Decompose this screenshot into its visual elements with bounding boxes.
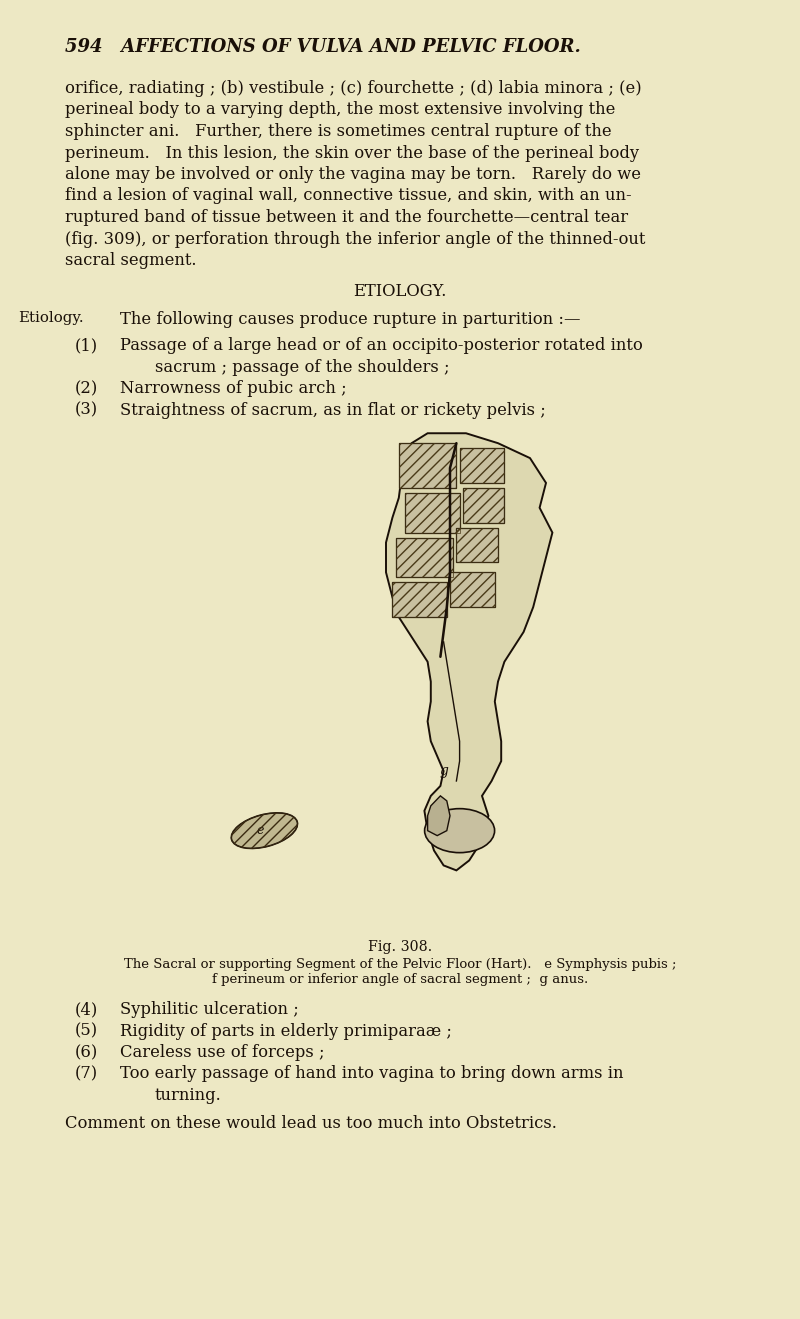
Text: (1): (1) xyxy=(75,338,98,355)
Text: f perineum or inferior angle of sacral segment ;  g anus.: f perineum or inferior angle of sacral s… xyxy=(212,973,588,987)
Text: ETIOLOGY.: ETIOLOGY. xyxy=(354,284,446,301)
Polygon shape xyxy=(462,488,504,522)
Polygon shape xyxy=(459,448,504,483)
Text: Syphilitic ulceration ;: Syphilitic ulceration ; xyxy=(120,1001,298,1018)
Text: find a lesion of vaginal wall, connective tissue, and skin, with an un-: find a lesion of vaginal wall, connectiv… xyxy=(65,187,632,204)
Text: Straightness of sacrum, as in flat or rickety pelvis ;: Straightness of sacrum, as in flat or ri… xyxy=(120,402,546,418)
Text: Comment on these would lead us too much into Obstetrics.: Comment on these would lead us too much … xyxy=(65,1115,557,1132)
Text: (5): (5) xyxy=(75,1022,98,1039)
Text: sacrum ; passage of the shoulders ;: sacrum ; passage of the shoulders ; xyxy=(155,359,450,376)
Text: f: f xyxy=(435,814,439,827)
Ellipse shape xyxy=(231,813,298,848)
Text: (fig. 309), or perforation through the inferior angle of the thinned-out: (fig. 309), or perforation through the i… xyxy=(65,231,646,248)
Text: Passage of a large head or of an occipito-posterior rotated into: Passage of a large head or of an occipit… xyxy=(120,338,642,355)
Text: perineal body to a varying depth, the most extensive involving the: perineal body to a varying depth, the mo… xyxy=(65,102,615,119)
Polygon shape xyxy=(396,538,453,578)
Text: (6): (6) xyxy=(75,1045,98,1060)
Polygon shape xyxy=(392,582,446,617)
Text: alone may be involved or only the vagina may be torn.   Rarely do we: alone may be involved or only the vagina… xyxy=(65,166,641,183)
Text: g: g xyxy=(439,764,448,778)
Polygon shape xyxy=(405,493,459,533)
Text: (3): (3) xyxy=(75,402,98,418)
Polygon shape xyxy=(428,795,450,836)
Text: Too early passage of hand into vagina to bring down arms in: Too early passage of hand into vagina to… xyxy=(120,1066,623,1083)
Text: e: e xyxy=(257,824,264,838)
Polygon shape xyxy=(398,443,456,488)
Text: (7): (7) xyxy=(75,1066,98,1083)
Polygon shape xyxy=(386,433,552,871)
Text: Rigidity of parts in elderly primiparaæ ;: Rigidity of parts in elderly primiparaæ … xyxy=(120,1022,452,1039)
Text: turning.: turning. xyxy=(155,1087,222,1104)
Text: sphincter ani.   Further, there is sometimes central rupture of the: sphincter ani. Further, there is sometim… xyxy=(65,123,612,140)
Text: Etiology.: Etiology. xyxy=(18,311,84,326)
Text: The Sacral or supporting Segment of the Pelvic Floor (Hart).   e Symphysis pubis: The Sacral or supporting Segment of the … xyxy=(124,958,676,971)
Text: Careless use of forceps ;: Careless use of forceps ; xyxy=(120,1045,325,1060)
Text: Narrowness of pubic arch ;: Narrowness of pubic arch ; xyxy=(120,380,346,397)
Text: sacral segment.: sacral segment. xyxy=(65,252,197,269)
Text: The following causes produce rupture in parturition :—: The following causes produce rupture in … xyxy=(120,311,581,328)
Text: perineum.   In this lesion, the skin over the base of the perineal body: perineum. In this lesion, the skin over … xyxy=(65,145,639,161)
Ellipse shape xyxy=(425,809,494,852)
Text: Fig. 308.: Fig. 308. xyxy=(368,940,432,954)
Text: (4): (4) xyxy=(75,1001,98,1018)
Text: ruptured band of tissue between it and the fourchette—central tear: ruptured band of tissue between it and t… xyxy=(65,208,628,226)
Polygon shape xyxy=(456,528,498,562)
Text: 594   AFFECTIONS OF VULVA AND PELVIC FLOOR.: 594 AFFECTIONS OF VULVA AND PELVIC FLOOR… xyxy=(65,38,581,55)
Text: (2): (2) xyxy=(75,380,98,397)
Text: orifice, radiating ; (b) vestibule ; (c) fourchette ; (d) labia minora ; (e): orifice, radiating ; (b) vestibule ; (c)… xyxy=(65,80,642,98)
Polygon shape xyxy=(450,572,494,607)
